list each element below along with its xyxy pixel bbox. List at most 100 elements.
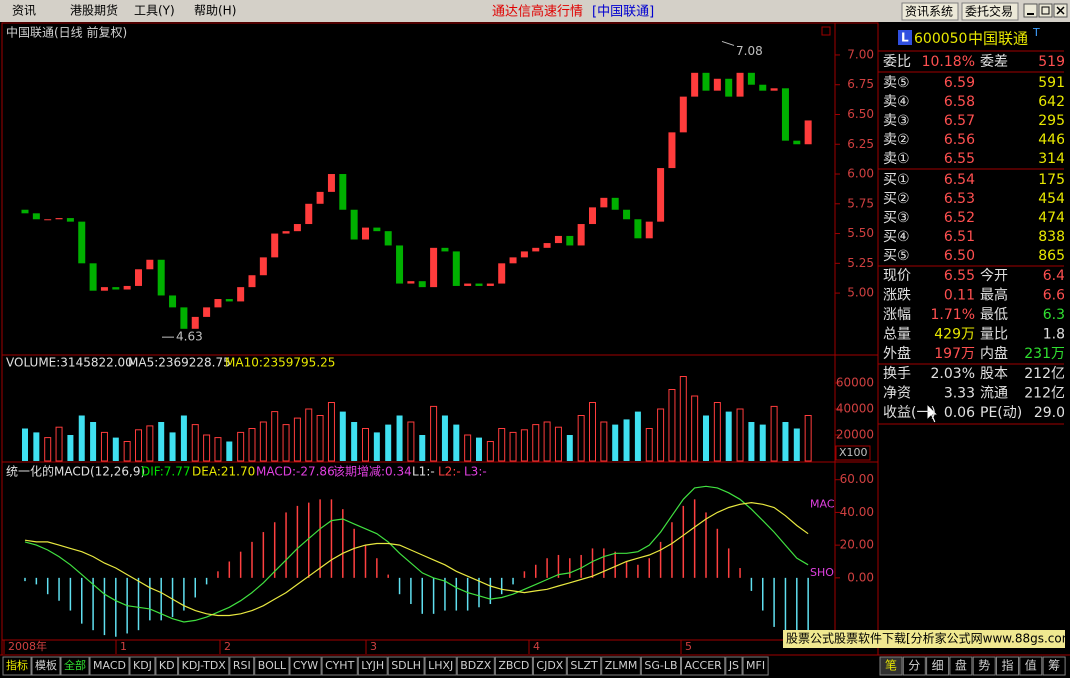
tab[interactable] (178, 656, 230, 676)
candle (532, 247, 540, 252)
tab[interactable] (2, 656, 32, 676)
tab-label[interactable]: CYHT (325, 659, 354, 672)
view-tab[interactable] (902, 656, 926, 676)
tab-label[interactable]: RSI (233, 659, 251, 672)
tab-label[interactable]: 指标 (6, 658, 28, 672)
volume-bar (554, 426, 562, 462)
button[interactable]: 资讯系统 (905, 5, 953, 19)
mouse-cursor (926, 402, 940, 424)
view-tab[interactable] (879, 656, 903, 676)
line-label: SHORT (810, 566, 848, 579)
tab-label[interactable]: 模板 (35, 658, 57, 672)
volume-header: VOLUME:3145822.00 (6, 356, 133, 370)
menu-item[interactable]: 帮助(H) (194, 4, 236, 18)
y-tick-label: 6.75 (847, 77, 874, 91)
tab-label[interactable]: BOLL (258, 659, 287, 672)
tab-label[interactable]: LYJH (361, 659, 384, 672)
menu-item[interactable]: 工具(Y) (134, 4, 175, 18)
tab[interactable] (357, 656, 388, 676)
y-tick-label: 6.25 (847, 137, 874, 151)
tab[interactable] (424, 656, 457, 676)
view-tab[interactable] (996, 656, 1019, 676)
view-tab-label[interactable]: 笔 (885, 658, 897, 673)
view-tab-label[interactable]: 分 (908, 659, 920, 673)
tab[interactable] (742, 656, 769, 676)
y-tick-label: 5.25 (847, 256, 874, 270)
tab[interactable] (387, 656, 425, 676)
view-tab-label[interactable]: 盘 (955, 658, 967, 673)
menu-item[interactable]: 港股期货 (70, 3, 118, 18)
candle (645, 221, 653, 239)
tab[interactable] (321, 656, 358, 676)
tab[interactable] (129, 656, 156, 676)
macd-header: 统一化的MACD(12,26,9) (6, 464, 145, 479)
candle (759, 84, 767, 91)
tab[interactable] (640, 656, 682, 676)
candle (486, 283, 494, 286)
tab[interactable] (566, 656, 602, 676)
minimize-button[interactable] (1023, 3, 1038, 18)
tab[interactable] (229, 656, 255, 676)
tab[interactable] (532, 656, 567, 676)
tab-label[interactable]: SG-LB (644, 659, 677, 672)
view-tab-label[interactable]: 筹 (1048, 659, 1060, 673)
tab[interactable] (494, 656, 533, 676)
y-tick-label: 20.00 (840, 538, 874, 552)
view-tab-label[interactable]: 势 (978, 659, 990, 673)
button-frame[interactable] (901, 2, 959, 21)
tab[interactable] (725, 656, 743, 676)
maximize-button[interactable] (1038, 3, 1053, 18)
tab-label[interactable]: CJDX (536, 659, 563, 672)
view-tab[interactable] (926, 656, 950, 676)
view-tab[interactable] (1019, 656, 1043, 676)
quote-value: 6.53 (944, 191, 975, 207)
tab-label[interactable]: MFI (746, 659, 765, 672)
time-label: 5 (685, 640, 692, 653)
tab[interactable] (601, 656, 641, 676)
tab-label[interactable]: SDLH (391, 659, 421, 672)
tab-label[interactable]: CYW (293, 659, 318, 672)
candle (362, 227, 369, 240)
quote-value: 6.57 (944, 113, 975, 129)
tab[interactable] (456, 656, 495, 676)
tab-label[interactable]: ZLMM (605, 659, 638, 672)
tab-label[interactable]: BDZX (460, 659, 492, 672)
tab-label[interactable]: LHXJ (428, 659, 453, 672)
chart-frame (1, 22, 879, 656)
view-tab-label[interactable]: 值 (1025, 658, 1037, 673)
quote-label: 买⑤ (883, 248, 910, 264)
view-tab-label[interactable]: 细 (932, 659, 944, 673)
quote-value: 6.3 (1043, 307, 1065, 323)
quote-value: 591 (1038, 75, 1065, 91)
tab-label[interactable]: KDJ-TDX (182, 659, 227, 672)
ad-banner[interactable] (783, 630, 1065, 648)
tab-label[interactable]: ACCER (685, 659, 723, 672)
view-tab[interactable] (949, 656, 973, 676)
tab[interactable] (681, 656, 726, 676)
tab-label[interactable]: JS (728, 659, 739, 672)
button-frame[interactable] (961, 2, 1019, 21)
ad-text[interactable]: 股票公式股票软件下载[分析家公式网www.88gs.com] (786, 631, 1070, 646)
tab[interactable] (89, 656, 130, 676)
view-tab[interactable] (1042, 656, 1066, 676)
button[interactable]: 委托交易 (965, 4, 1013, 19)
tab-label[interactable]: ZBCD (498, 659, 529, 672)
volume-bar (44, 437, 52, 462)
pane-toggle[interactable] (821, 26, 831, 36)
tab[interactable] (289, 656, 322, 676)
time-label: 1 (120, 640, 127, 653)
view-tab[interactable] (972, 656, 996, 676)
quote-value: 29.0 (1034, 405, 1065, 421)
tab-label[interactable]: 全部 (64, 658, 86, 672)
menu-item[interactable]: 资讯 (12, 4, 36, 18)
tab[interactable] (60, 656, 90, 676)
tab-label[interactable]: KD (159, 659, 175, 672)
tab-label[interactable]: MACD (93, 659, 126, 672)
tab-label[interactable]: KDJ (133, 659, 152, 672)
quote-value: 6.51 (944, 229, 975, 245)
tab[interactable] (155, 656, 179, 676)
tab-label[interactable]: SLZT (570, 659, 598, 672)
tab[interactable] (254, 656, 290, 676)
view-tab-label[interactable]: 指 (1002, 658, 1014, 673)
tab[interactable] (31, 656, 61, 676)
